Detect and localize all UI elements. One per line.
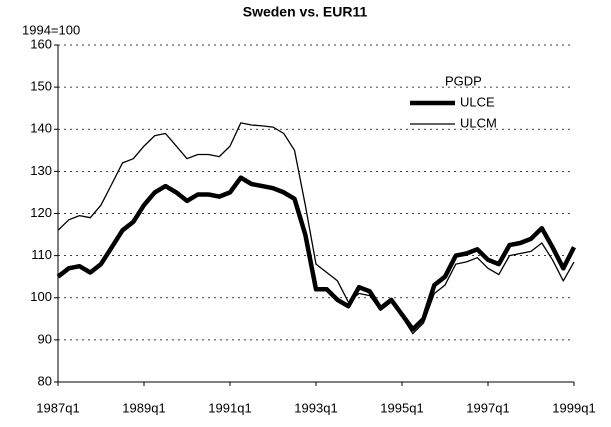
- x-tick-label: 1997q1: [466, 400, 509, 415]
- y-tick-label: 130: [30, 163, 52, 178]
- y-tick-label: 160: [30, 36, 52, 51]
- legend-title: PGDP: [445, 73, 482, 88]
- x-tick-label: 1999q1: [552, 400, 595, 415]
- legend-label: ULCE: [460, 94, 495, 109]
- y-axis-label: 1994=100: [22, 22, 80, 37]
- line-series: [57, 122, 575, 335]
- x-tick-label: 1993q1: [294, 400, 337, 415]
- x-tick-label: 1991q1: [208, 400, 251, 415]
- legend-label: ULCM: [460, 115, 497, 130]
- y-tick-label: 100: [30, 289, 52, 304]
- y-tick-label: 120: [30, 205, 52, 220]
- y-tick-label: 80: [38, 373, 52, 388]
- y-tick-label: 90: [38, 331, 52, 346]
- y-tick-label: 140: [30, 121, 52, 136]
- x-tick-label: 1987q1: [36, 400, 79, 415]
- y-tick-label: 150: [30, 79, 52, 94]
- x-tick-label: 1995q1: [380, 400, 423, 415]
- x-tick-label: 1989q1: [122, 400, 165, 415]
- chart-title: Sweden vs. EUR11: [243, 4, 368, 20]
- y-tick-label: 110: [31, 247, 52, 262]
- line-series: [56, 175, 577, 332]
